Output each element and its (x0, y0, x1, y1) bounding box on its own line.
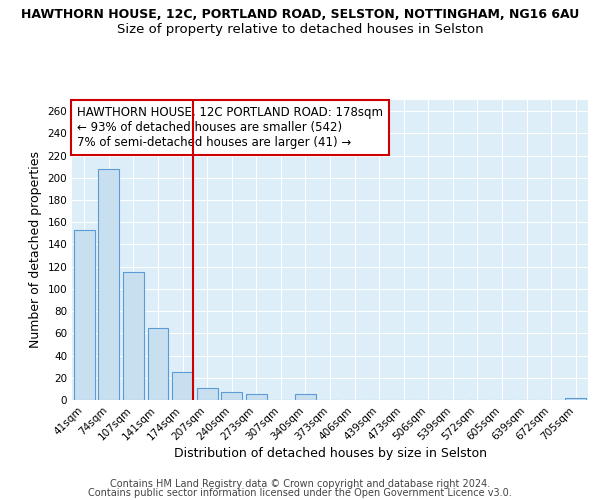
Bar (246, 394, 267, 400)
Bar (221, 392, 242, 400)
Y-axis label: Number of detached properties: Number of detached properties (29, 152, 42, 348)
Text: HAWTHORN HOUSE, 12C PORTLAND ROAD: 178sqm
← 93% of detached houses are smaller (: HAWTHORN HOUSE, 12C PORTLAND ROAD: 178sq… (77, 106, 383, 149)
Text: Size of property relative to detached houses in Selston: Size of property relative to detached ho… (116, 22, 484, 36)
Bar (295, 394, 316, 400)
X-axis label: Distribution of detached houses by size in Selston: Distribution of detached houses by size … (173, 448, 487, 460)
Bar (123, 272, 144, 400)
Bar (172, 372, 193, 400)
Text: Contains public sector information licensed under the Open Government Licence v3: Contains public sector information licen… (88, 488, 512, 498)
Text: Contains HM Land Registry data © Crown copyright and database right 2024.: Contains HM Land Registry data © Crown c… (110, 479, 490, 489)
Bar (98, 169, 119, 400)
Bar (197, 388, 218, 400)
Text: HAWTHORN HOUSE, 12C, PORTLAND ROAD, SELSTON, NOTTINGHAM, NG16 6AU: HAWTHORN HOUSE, 12C, PORTLAND ROAD, SELS… (21, 8, 579, 20)
Bar (148, 328, 169, 400)
Bar (74, 230, 95, 400)
Bar (565, 398, 586, 400)
